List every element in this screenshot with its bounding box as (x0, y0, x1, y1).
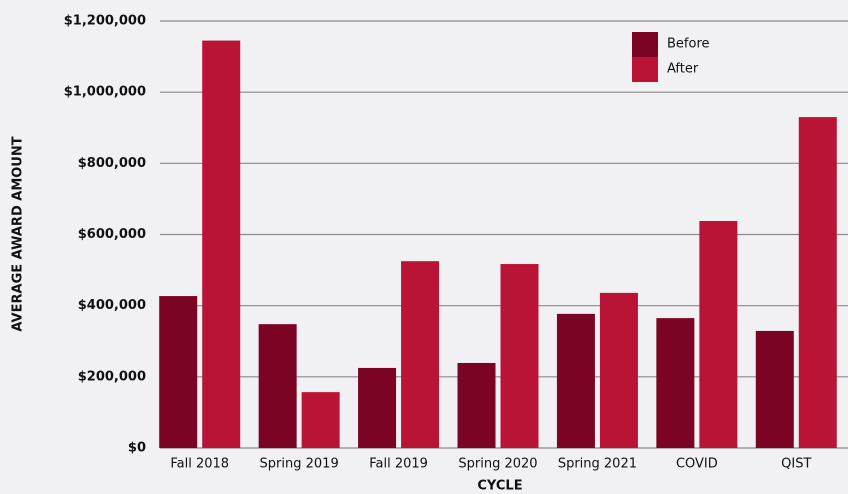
legend-label: Before (667, 37, 710, 52)
y-tick-label: $1,000,000 (64, 85, 146, 100)
bar (301, 392, 340, 448)
bar (656, 318, 695, 448)
bar (457, 362, 496, 448)
bar (159, 296, 198, 448)
bar (358, 367, 397, 448)
bar (202, 40, 241, 449)
y-tick-label: $800,000 (78, 156, 146, 171)
y-axis-title: AVERAGE AWARD AMOUNT (11, 136, 26, 331)
bar (699, 220, 738, 448)
x-tick-label: Fall 2019 (369, 457, 428, 472)
legend-swatch (632, 32, 658, 57)
x-tick-label: COVID (676, 457, 718, 472)
x-tick-label: QIST (781, 457, 811, 472)
y-tick-label: $600,000 (78, 227, 146, 242)
bar (401, 261, 440, 448)
x-tick-label: Fall 2018 (170, 457, 229, 472)
x-tick-label: Spring 2020 (458, 457, 537, 472)
bar (556, 313, 595, 448)
y-tick-label: $0 (128, 441, 146, 456)
x-tick-label: Spring 2021 (558, 457, 637, 472)
bar (599, 292, 638, 448)
x-axis-title: CYCLE (477, 479, 522, 494)
bar (258, 324, 297, 448)
legend-label: After (667, 62, 699, 77)
y-tick-label: $400,000 (78, 298, 146, 313)
bar (755, 330, 794, 448)
bar (500, 264, 539, 448)
x-tick-label: Spring 2019 (260, 457, 339, 472)
y-tick-label: $1,200,000 (64, 14, 146, 29)
bar (798, 117, 837, 448)
legend-swatch (632, 57, 658, 82)
y-tick-label: $200,000 (78, 369, 146, 384)
